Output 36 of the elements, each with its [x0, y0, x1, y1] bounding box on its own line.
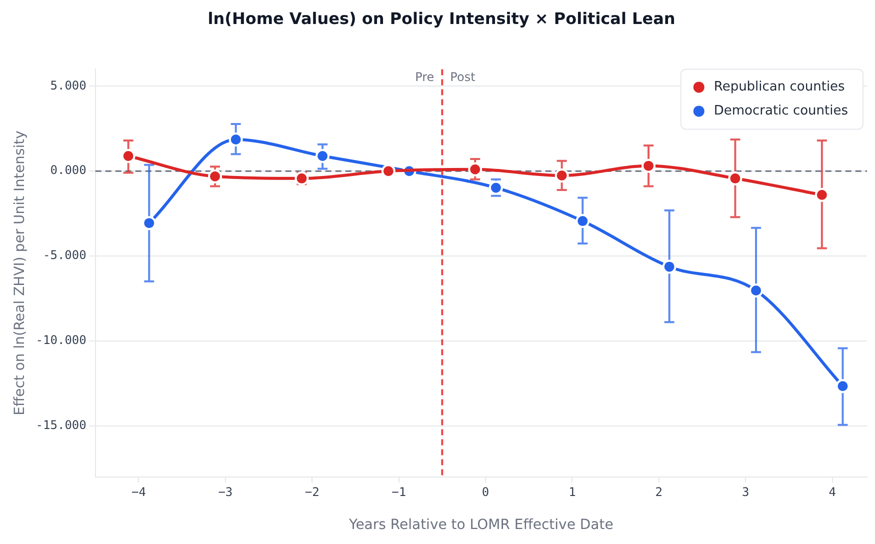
chart-title: ln(Home Values) on Policy Intensity × Political Lean [208, 8, 676, 28]
x-tick-label: −4 [131, 485, 146, 500]
point [749, 283, 764, 298]
point [554, 168, 569, 183]
point [814, 188, 829, 202]
y-tick-label: -5.000 [43, 248, 86, 262]
x-tick-label: 4 [828, 485, 836, 500]
y-tick-label: -15.000 [36, 418, 86, 432]
x-tick-label: −1 [392, 485, 406, 500]
point [468, 162, 482, 176]
x-tick-label: 0 [482, 485, 490, 500]
annotation: Pre [415, 70, 434, 84]
x-tick-label: 1 [568, 485, 576, 500]
y-tick-label: -10.000 [36, 333, 86, 348]
point [316, 148, 330, 163]
legend-label: Democratic counties [714, 104, 848, 119]
x-axis-title: Years Relative to LOMR Effective Date [348, 517, 614, 534]
point [642, 158, 656, 173]
point [576, 214, 590, 228]
point [208, 169, 222, 184]
y-axis-title: Effect on ln(Real ZHVI) per Unit Intensity [12, 130, 28, 416]
point [381, 164, 396, 178]
point [142, 216, 156, 230]
point [662, 260, 676, 274]
x-tick-label: 3 [742, 485, 750, 500]
x-tick-label: 2 [655, 485, 663, 500]
point [228, 132, 243, 147]
y-tick-label: 0.000 [50, 163, 86, 178]
point [121, 148, 136, 163]
x-tick-label: −2 [304, 485, 320, 500]
annotation: Post [450, 70, 476, 84]
x-tick-label: −3 [218, 485, 233, 500]
y-tick-label: 5.000 [50, 78, 86, 92]
point [836, 379, 850, 394]
point [728, 171, 742, 186]
legend-label: Republican counties [714, 80, 846, 95]
